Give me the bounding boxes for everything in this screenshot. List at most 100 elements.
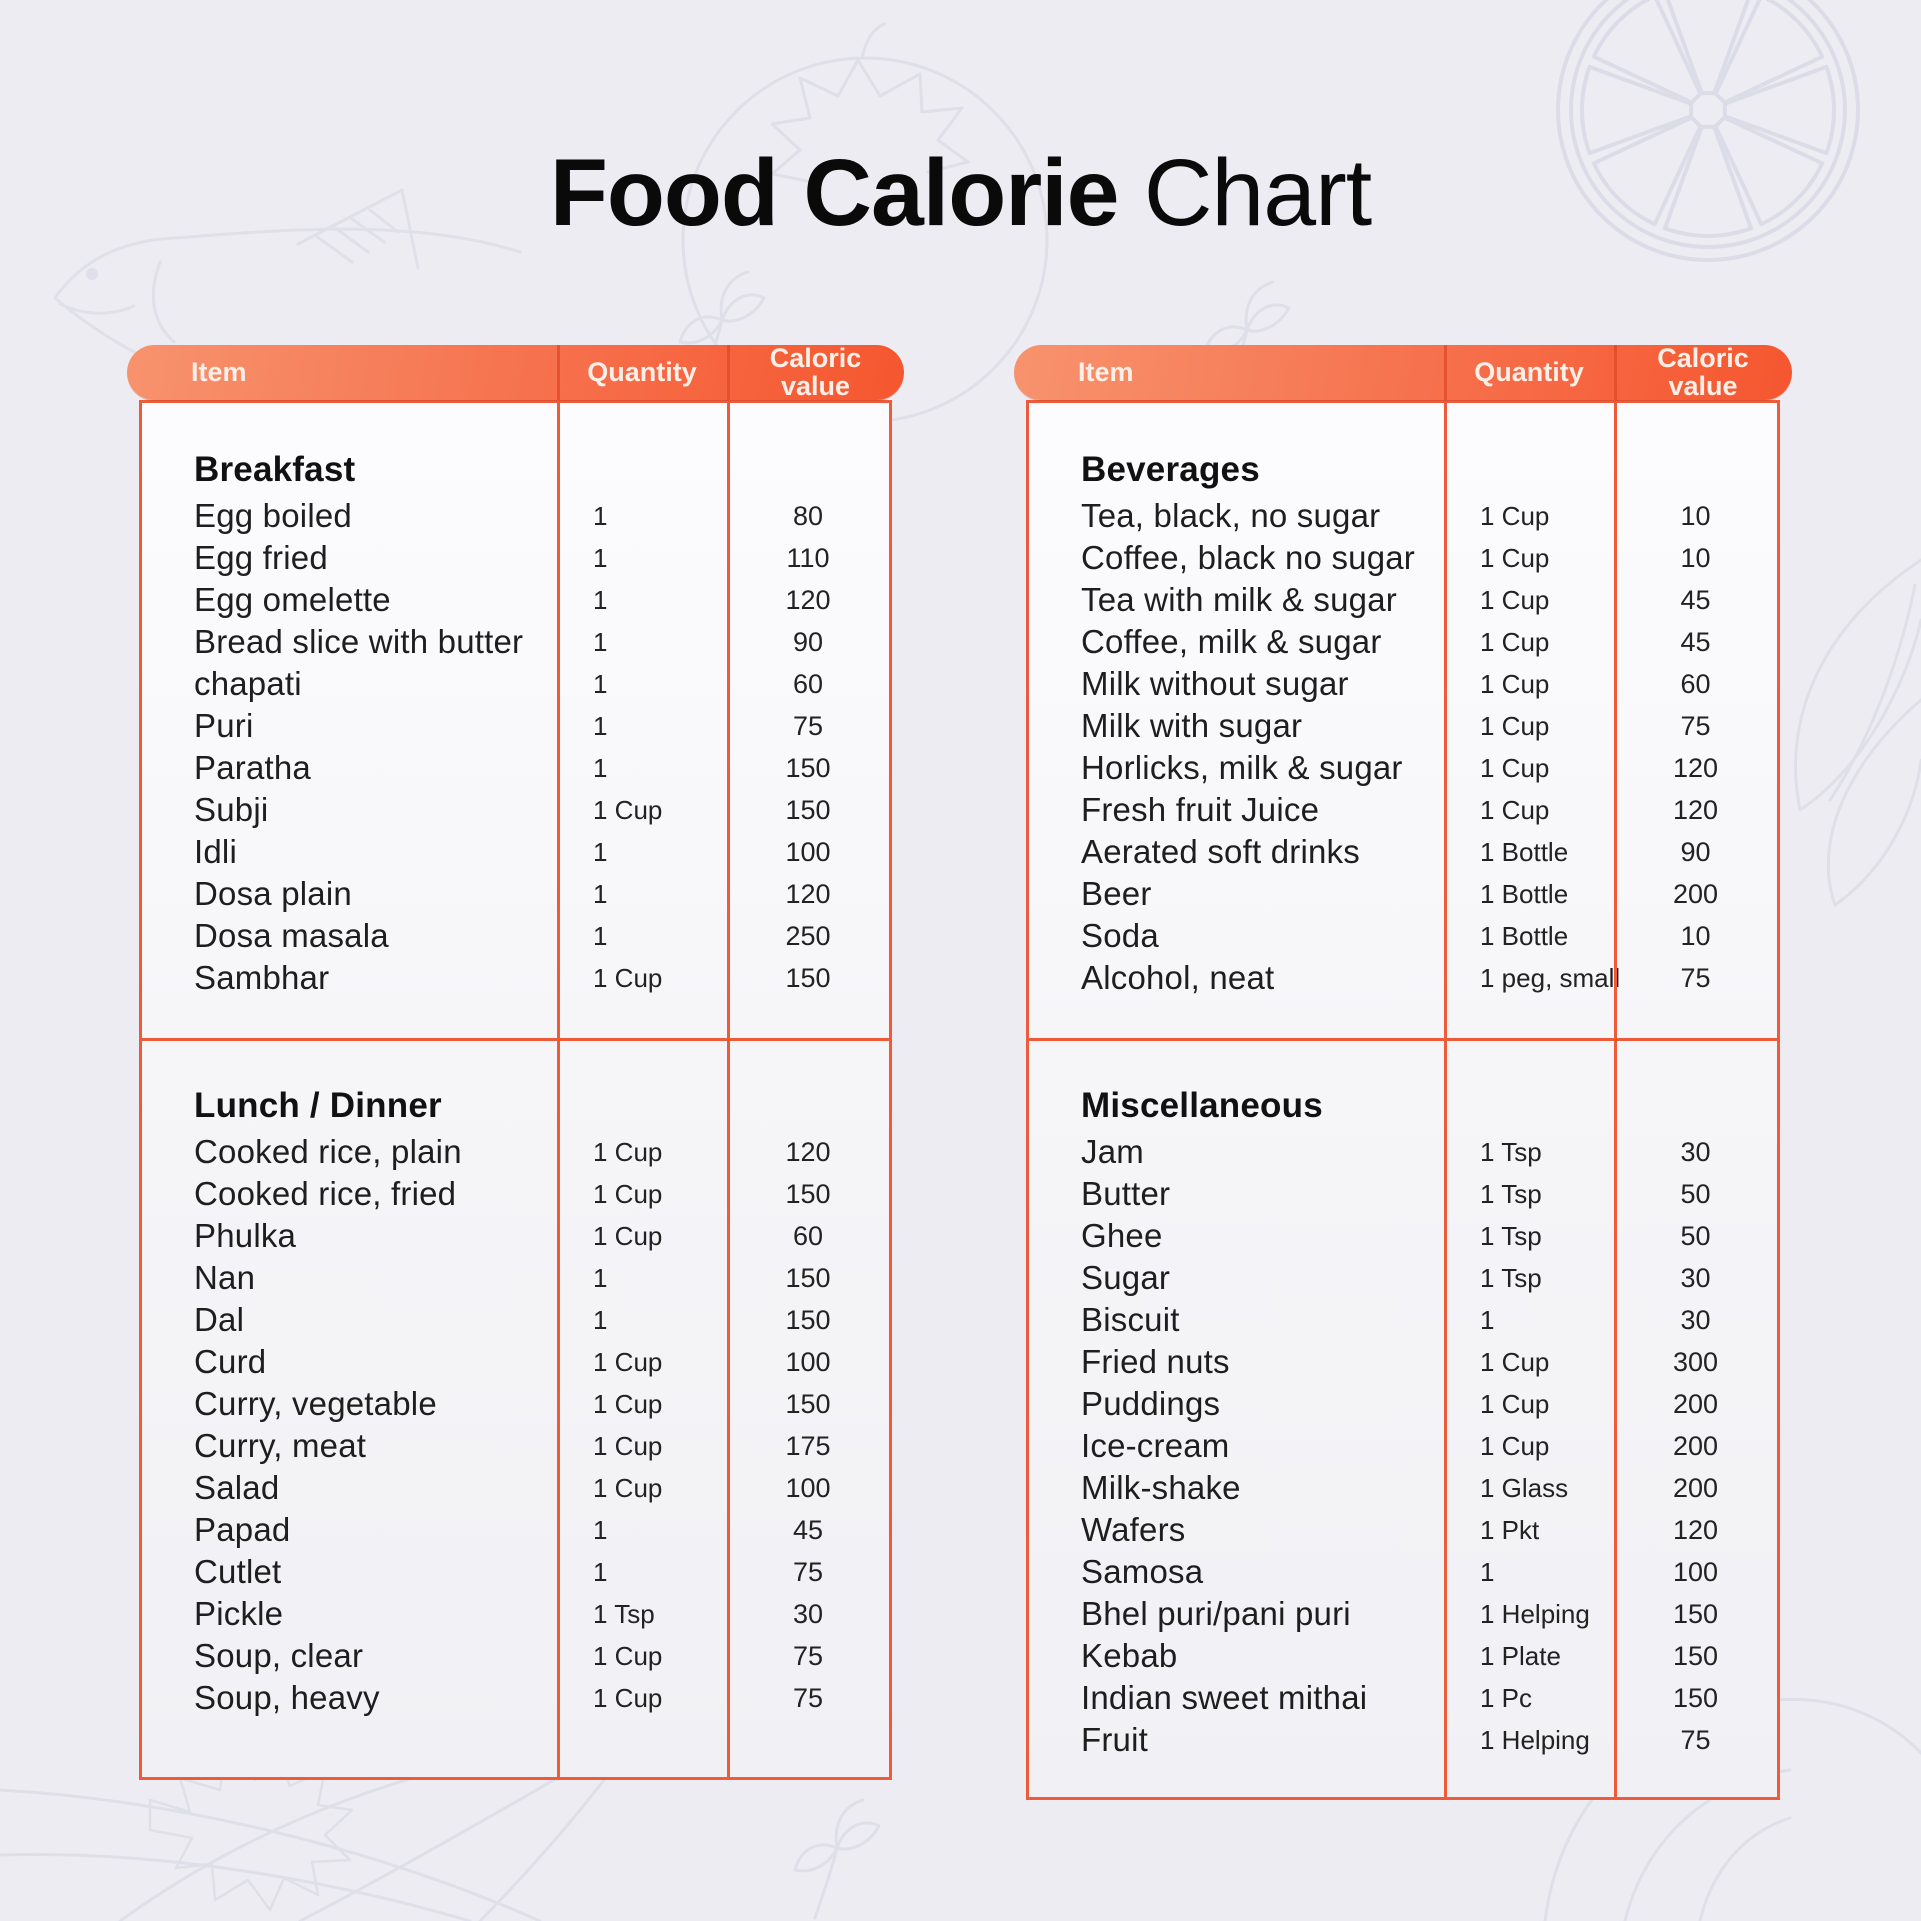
caloric-value-cell: 200 [1672,1472,1719,1503]
caloric-value-cell: 75 [792,1556,824,1587]
table-row: Alcohol, neat 1 peg, small 75 [1029,957,1777,999]
quantity-cell: 1 [593,626,608,657]
table-body-right: Beverages Tea, black, no sugar 1 Cup 10 Cof… [1026,400,1780,1800]
section-beverages: Beverages Tea, black, no sugar 1 Cup 10 Cof… [1029,403,1777,1041]
item-cell: Coffee, milk & sugar [1081,623,1382,660]
title-main: Food Calorie [549,140,1120,246]
header-column-divider [557,345,560,400]
caloric-value-cell: 75 [1680,962,1711,993]
caloric-value-cell: 75 [792,1682,824,1713]
table-row: Cooked rice, fried 1 Cup 150 [142,1173,889,1215]
quantity-cell: 1 [593,1556,608,1587]
caloric-value-cell: 75 [792,1640,824,1671]
table-row: Bhel puri/pani puri 1 Helping 150 [1029,1593,1777,1635]
item-cell: Samosa [1081,1553,1204,1590]
quantity-cell: 1 Tsp [1480,1220,1542,1251]
caloric-header-line2: value [780,370,851,401]
quantity-cell: 1 Cup [1480,500,1550,531]
caloric-value-cell: 120 [785,1136,831,1167]
caloric-value-cell: 200 [1672,1430,1719,1461]
table-row: Egg boiled 1 80 [142,495,889,537]
table-row: Soup, clear 1 Cup 75 [142,1635,889,1677]
quantity-cell: 1 [593,1262,608,1293]
table-row: Tea, black, no sugar 1 Cup 10 [1029,495,1777,537]
item-cell: Cooked rice, plain [194,1133,462,1170]
section-miscellaneous: Miscellaneous Jam 1 Tsp 30 Butter 1 Tsp 50 Ghe… [1029,1041,1777,1761]
item-cell: Phulka [194,1217,297,1254]
table-row: Sambhar 1 Cup 150 [142,957,889,999]
quantity-cell: 1 Tsp [1480,1262,1542,1293]
table-row: Coffee, milk & sugar 1 Cup 45 [1029,621,1777,663]
quantity-cell: 1 Pkt [1480,1514,1540,1545]
quantity-cell: 1 [593,584,608,615]
caloric-value-cell: 120 [1672,794,1719,825]
table-row: Biscuit 1 30 [1029,1299,1777,1341]
table-row: Pickle 1 Tsp 30 [142,1593,889,1635]
quantity-cell: 1 Cup [1480,668,1550,699]
quantity-cell: 1 [593,710,608,741]
item-cell: Tea with milk & sugar [1081,581,1397,618]
quantity-cell: 1 Pc [1480,1682,1533,1713]
table-row: Tea with milk & sugar 1 Cup 45 [1029,579,1777,621]
caloric-value-cell: 30 [1680,1304,1711,1335]
table-row: Indian sweet mithai 1 Pc 150 [1029,1677,1777,1719]
caloric-value-cell: 100 [785,1472,831,1503]
table-header: Item Quantity Caloric value [127,344,904,401]
item-cell: Aerated soft drinks [1081,833,1360,870]
section-heading: Beverages [1081,450,1260,489]
item-cell: Cooked rice, fried [194,1175,457,1212]
item-cell: Butter [1081,1175,1171,1212]
item-cell: Salad [194,1469,280,1506]
quantity-cell: 1 Bottle [1480,836,1569,867]
caloric-value-cell: 30 [1680,1136,1711,1167]
item-cell: Dosa masala [194,917,389,954]
table-row: Bread slice with butter 1 90 [142,621,889,663]
item-cell: Egg boiled [194,497,352,534]
quantity-cell: 1 [593,1514,608,1545]
column-divider [1444,403,1447,1797]
caloric-value-cell: 10 [1680,920,1711,951]
caloric-value-cell: 50 [1680,1178,1711,1209]
item-cell: Bread slice with butter [194,623,524,660]
item-cell: Fried nuts [1081,1343,1230,1380]
item-cell: Horlicks, milk & sugar [1081,749,1403,786]
section-heading: Breakfast [194,450,356,489]
quantity-cell: 1 [593,920,608,951]
table-row: Egg fried 1 110 [142,537,889,579]
caloric-value-cell: 90 [792,626,824,657]
table-row: Puri 1 75 [142,705,889,747]
caloric-value-cell: 120 [1672,1514,1719,1545]
quantity-cell: 1 Cup [1480,1388,1550,1419]
caloric-value-cell: 120 [785,878,831,909]
item-cell: Papad [194,1511,291,1548]
item-cell: Milk-shake [1081,1469,1241,1506]
item-cell: Sugar [1081,1259,1171,1296]
quantity-cell: 1 Cup [593,1220,663,1251]
table-row: Kebab 1 Plate 150 [1029,1635,1777,1677]
item-cell: Indian sweet mithai [1081,1679,1368,1716]
item-cell: Soda [1081,917,1159,954]
table-row: Salad 1 Cup 100 [142,1467,889,1509]
item-cell: Dosa plain [194,875,352,912]
column-divider [557,403,560,1777]
quantity-cell: 1 Cup [593,1178,663,1209]
table-row: Milk with sugar 1 Cup 75 [1029,705,1777,747]
quantity-cell: 1 peg, small [1480,962,1621,993]
table-row: Fried nuts 1 Cup 300 [1029,1341,1777,1383]
table-row: Milk without sugar 1 Cup 60 [1029,663,1777,705]
table-row: Dosa plain 1 120 [142,873,889,915]
quantity-cell: 1 [593,878,608,909]
table-row: chapati 1 60 [142,663,889,705]
table-row: Soup, heavy 1 Cup 75 [142,1677,889,1719]
table-row: Ice-cream 1 Cup 200 [1029,1425,1777,1467]
quantity-cell: 1 Cup [593,1346,663,1377]
table-body-left: Breakfast Egg boiled 1 80 Egg fried 1 110 Egg … [139,400,892,1780]
caloric-value-cell: 75 [1680,1724,1711,1755]
caloric-value-cell: 150 [785,1388,831,1419]
caloric-value-cell: 150 [785,1178,831,1209]
item-cell: Soup, clear [194,1637,364,1674]
caloric-value-cell: 10 [1680,542,1711,573]
caloric-value-cell: 100 [1672,1556,1719,1587]
item-cell: Dal [194,1301,245,1338]
table-row: Dal 1 150 [142,1299,889,1341]
